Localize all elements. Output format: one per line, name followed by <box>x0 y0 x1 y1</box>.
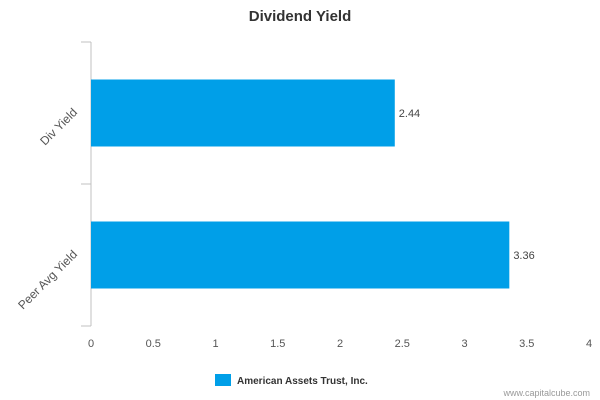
legend-label: American Assets Trust, Inc. <box>237 376 368 387</box>
chart-title: Dividend Yield <box>249 8 352 25</box>
x-tick-label: 0 <box>88 338 94 350</box>
x-tick-label: 0.5 <box>146 338 161 350</box>
data-labels: 2.44 3.36 <box>399 108 535 262</box>
bar <box>91 79 395 147</box>
credit-text: www.capitalcube.com <box>502 388 590 398</box>
x-tick-label: 3.5 <box>519 338 534 350</box>
x-tick-label: 4 <box>586 338 592 350</box>
category-label: Div Yield <box>37 105 80 148</box>
x-tick-label: 2 <box>337 338 343 350</box>
bar <box>91 221 510 289</box>
legend-swatch <box>215 374 231 386</box>
x-tick-label: 2.5 <box>395 338 410 350</box>
category-label: Peer Avg Yield <box>15 247 80 312</box>
data-label: 3.36 <box>513 250 534 262</box>
legend: American Assets Trust, Inc. <box>215 374 368 387</box>
x-tick-label: 3 <box>461 338 467 350</box>
data-label: 2.44 <box>399 108 420 120</box>
x-tick-label: 1.5 <box>270 338 285 350</box>
x-tick-label: 1 <box>212 338 218 350</box>
bars <box>91 79 510 289</box>
